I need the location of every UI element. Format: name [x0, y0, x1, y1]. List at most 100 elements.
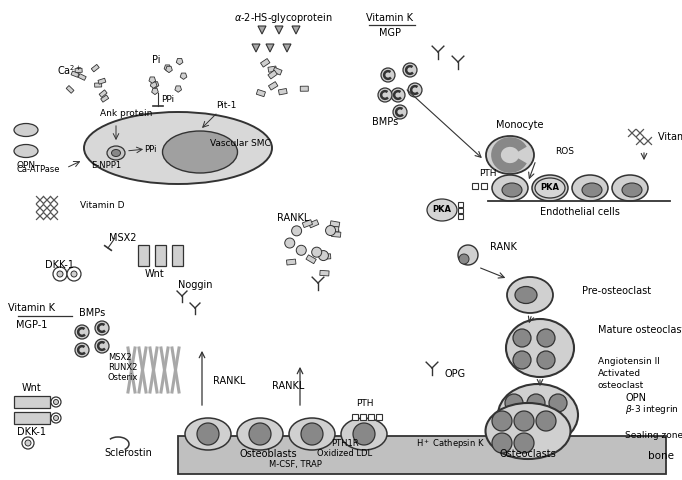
Ellipse shape [289, 418, 335, 450]
Ellipse shape [515, 287, 537, 303]
Polygon shape [258, 26, 266, 34]
Circle shape [53, 416, 59, 420]
Ellipse shape [486, 136, 534, 174]
Ellipse shape [507, 277, 553, 313]
Bar [98, 78, 106, 84]
Text: Noggin: Noggin [178, 280, 212, 290]
Circle shape [197, 423, 219, 445]
Polygon shape [176, 59, 183, 65]
Ellipse shape [532, 175, 568, 201]
Circle shape [459, 254, 469, 264]
Ellipse shape [427, 199, 457, 221]
Text: M-CSF, TRAP: M-CSF, TRAP [269, 459, 321, 468]
Circle shape [505, 394, 523, 412]
Bar [458, 208, 463, 213]
Text: H$^+$ Cathepsin K: H$^+$ Cathepsin K [415, 437, 484, 451]
Bar [472, 183, 478, 189]
Text: RANKL: RANKL [213, 376, 246, 386]
Text: Sealing zone: Sealing zone [625, 431, 682, 440]
Text: PTH1R: PTH1R [331, 440, 359, 448]
Circle shape [51, 413, 61, 423]
Circle shape [393, 105, 407, 119]
Text: Wnt: Wnt [145, 269, 165, 279]
Text: Osteoclasts: Osteoclasts [500, 449, 557, 459]
Bar [481, 183, 487, 189]
Polygon shape [180, 73, 187, 79]
Circle shape [505, 418, 523, 436]
Text: MGP-1: MGP-1 [16, 320, 48, 330]
Text: Osterix: Osterix [108, 373, 138, 383]
Circle shape [492, 433, 512, 453]
Text: MSX2: MSX2 [108, 353, 132, 362]
Bar [368, 414, 374, 420]
Circle shape [296, 245, 306, 255]
Bar [458, 214, 463, 219]
Ellipse shape [14, 123, 38, 136]
Circle shape [53, 399, 59, 405]
Bar [268, 70, 278, 79]
Polygon shape [175, 86, 181, 92]
Text: Oxidized LDL: Oxidized LDL [317, 449, 372, 458]
Ellipse shape [572, 175, 608, 201]
Ellipse shape [612, 175, 648, 201]
Bar [286, 259, 296, 265]
Bar [261, 59, 270, 67]
Text: PKA: PKA [432, 205, 451, 215]
Text: DKK-1: DKK-1 [46, 260, 74, 270]
Bar [14, 396, 50, 408]
Text: Endothelial cells: Endothelial cells [540, 207, 620, 217]
Text: RANKL: RANKL [277, 213, 309, 223]
Bar [99, 90, 107, 97]
Polygon shape [152, 82, 159, 88]
Bar [91, 64, 100, 72]
Text: Pre-osteoclast: Pre-osteoclast [582, 286, 651, 296]
Circle shape [51, 397, 61, 407]
Text: Vascular SMC: Vascular SMC [209, 140, 270, 148]
Circle shape [527, 418, 545, 436]
Circle shape [378, 88, 392, 102]
Text: OPN: OPN [625, 393, 646, 403]
Circle shape [353, 423, 375, 445]
Circle shape [57, 271, 63, 277]
Circle shape [301, 423, 323, 445]
Polygon shape [266, 44, 274, 52]
Ellipse shape [542, 183, 562, 197]
Text: Monocyte: Monocyte [496, 120, 544, 130]
Ellipse shape [506, 319, 574, 377]
Text: Ca-ATPase: Ca-ATPase [16, 166, 60, 175]
Text: MSX2: MSX2 [109, 233, 137, 243]
Ellipse shape [535, 178, 565, 198]
Circle shape [25, 440, 31, 446]
Polygon shape [166, 66, 173, 72]
Ellipse shape [185, 418, 231, 450]
Circle shape [325, 226, 336, 236]
Text: Angiotensin II: Angiotensin II [598, 358, 660, 367]
Polygon shape [275, 26, 283, 34]
Text: E-NPP1: E-NPP1 [91, 161, 121, 170]
Ellipse shape [84, 112, 272, 184]
Bar [360, 414, 366, 420]
Bar [66, 85, 74, 93]
Circle shape [549, 394, 567, 412]
Circle shape [22, 437, 34, 449]
Text: Ank protein: Ank protein [100, 109, 152, 119]
Bar [269, 82, 278, 90]
Circle shape [95, 321, 109, 335]
Circle shape [318, 251, 329, 261]
Text: Vitamin D: Vitamin D [80, 202, 125, 211]
Text: ROS: ROS [556, 147, 574, 156]
Text: OPG: OPG [445, 369, 466, 379]
Text: Sclerostin: Sclerostin [104, 448, 152, 458]
Text: Ca$^{2+}$: Ca$^{2+}$ [57, 63, 83, 77]
Bar [352, 414, 358, 420]
Bar [302, 220, 312, 228]
Circle shape [312, 247, 322, 257]
Ellipse shape [502, 183, 522, 197]
Bar [330, 221, 340, 228]
Bar [321, 254, 331, 259]
Text: Osteoblasts: Osteoblasts [239, 449, 297, 459]
Bar [458, 202, 463, 207]
Text: RANKL: RANKL [272, 381, 304, 391]
Text: Pi: Pi [152, 55, 160, 65]
Text: RANK: RANK [490, 242, 517, 252]
